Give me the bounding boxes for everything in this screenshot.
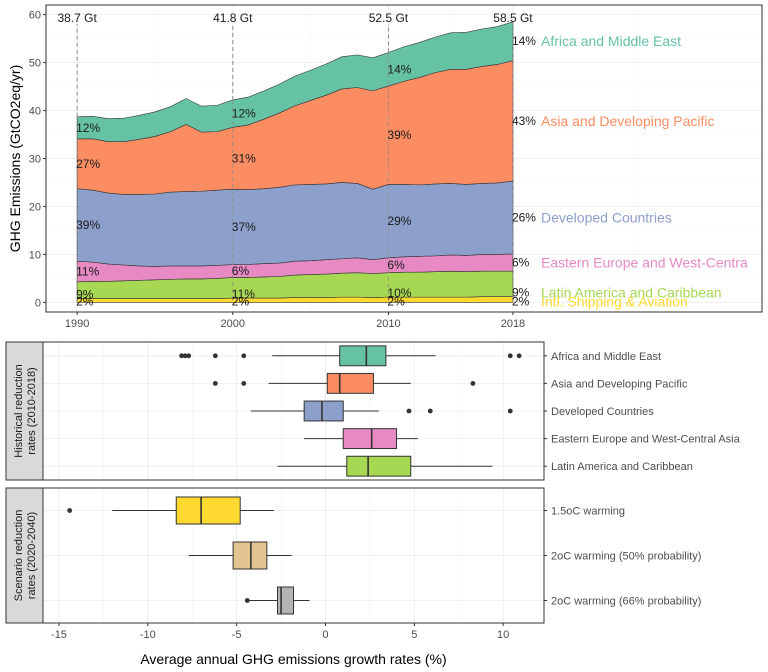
box — [339, 345, 387, 367]
x-tick-label: 2018 — [501, 318, 525, 330]
group-label: Latin America and Caribbean — [551, 461, 693, 473]
total-label: 52.5 Gt — [369, 11, 409, 25]
strip-label-line2: rates (2020-2040) — [26, 512, 38, 599]
x-tick-label: -5 — [232, 629, 242, 641]
share-label: 31% — [232, 151, 256, 165]
strip-background — [5, 341, 44, 481]
box — [175, 496, 241, 525]
share-label: 27% — [76, 157, 100, 171]
outlier-point — [516, 353, 522, 359]
share-label: 26% — [512, 211, 536, 225]
strip-label-line2: rates (2010-2018) — [26, 367, 38, 454]
box-panel-0: Historical reduction rates (2010-2018) Afr… — [5, 341, 741, 481]
x-tick-label: 2010 — [376, 318, 400, 330]
region-label: Developed Countries — [541, 210, 672, 226]
outlier-point — [470, 381, 476, 386]
total-label: 41.8 Gt — [213, 11, 253, 25]
share-label: 2% — [387, 294, 405, 308]
box — [303, 400, 344, 422]
area-chart: 38.7 Gt 41.8 Gt 52.5 Gt 58.5 Gt2%9%11%39%27… — [7, 4, 763, 330]
outlier-point — [182, 353, 188, 359]
box — [326, 372, 374, 394]
group-label: 2oC warming (66% probability) — [551, 596, 701, 608]
x-tick-label: -15 — [51, 629, 67, 641]
x-tick-label: 0 — [322, 629, 328, 641]
total-label: 38.7 Gt — [57, 11, 97, 25]
group-label: 2oC warming (50% probability) — [551, 551, 701, 563]
region-label: Eastern Europe and West-Centra — [541, 255, 748, 271]
group-label: Developed Countries — [551, 406, 654, 418]
share-label: 12% — [232, 107, 256, 121]
region-label: Latin America and Caribbean — [541, 284, 722, 300]
outlier-point — [241, 353, 247, 359]
group-label: Eastern Europe and West-Central Asia — [551, 434, 741, 446]
box — [342, 428, 398, 450]
share-label: 39% — [387, 128, 411, 142]
x-tick-label: 10 — [497, 629, 509, 641]
outlier-point — [507, 408, 513, 414]
group-label: Asia and Developing Pacific — [551, 378, 688, 390]
strip-label-line1: Historical reduction — [13, 364, 25, 458]
box — [346, 455, 412, 477]
y-tick-label: 30 — [29, 154, 41, 166]
total-label: 58.5 Gt — [493, 11, 533, 25]
share-label: 12% — [76, 121, 100, 135]
share-label: 6% — [232, 264, 250, 278]
region-label: Intl. Shipping & Aviation — [541, 293, 688, 309]
outlier-point — [179, 353, 184, 359]
share-label: 11% — [232, 287, 255, 301]
share-label: 39% — [76, 218, 100, 232]
box-panel-border — [42, 341, 545, 481]
share-label: 14% — [512, 34, 536, 48]
y-tick-label: 0 — [35, 297, 41, 309]
y-tick-label: 60 — [29, 10, 41, 22]
strip-background — [5, 487, 44, 624]
share-label: 9% — [76, 287, 94, 301]
share-label: 11% — [76, 264, 99, 278]
share-label: 43% — [512, 114, 536, 128]
y-axis-title: GHG Emissions (GtCO2eq/yr) — [7, 65, 23, 252]
y-tick-label: 40 — [29, 106, 41, 118]
share-label: 2% — [232, 294, 250, 308]
share-label: 2% — [76, 294, 94, 308]
strip-label-line1: Scenario reduction — [13, 510, 25, 602]
outlier-point — [186, 353, 192, 359]
share-label: 10% — [387, 286, 411, 300]
region-label: Asia and Developing Pacific — [541, 113, 715, 129]
share-label: 2% — [512, 294, 530, 308]
x-tick-label: 5 — [411, 629, 417, 641]
outlier-point — [212, 381, 218, 386]
group-label: Africa and Middle East — [551, 351, 661, 363]
outlier-point — [406, 408, 412, 414]
outlier-point — [241, 381, 247, 386]
share-label: 29% — [387, 214, 411, 228]
y-tick-label: 20 — [29, 201, 41, 213]
share-label: 9% — [512, 285, 530, 299]
y-tick-label: 50 — [29, 58, 41, 70]
share-label: 37% — [232, 220, 256, 234]
x-tick-label: -10 — [140, 629, 156, 641]
outlier-point — [507, 353, 513, 359]
box-panel-border — [42, 487, 545, 624]
share-label: 6% — [512, 256, 530, 270]
x-axis-title: Average annual GHG emissions growth rate… — [140, 651, 446, 667]
y-tick-label: 10 — [29, 249, 41, 261]
outlier-point — [212, 353, 218, 359]
box — [232, 541, 268, 570]
share-label: 6% — [387, 258, 405, 272]
x-tick-label: 1990 — [65, 318, 89, 330]
x-tick-label: 2000 — [221, 318, 245, 330]
outlier-point — [244, 598, 250, 603]
box — [277, 586, 295, 615]
share-label: 14% — [387, 62, 411, 76]
outlier-point — [427, 408, 433, 414]
boxplot-chart: Historical reduction rates (2010-2018) Afr… — [5, 341, 741, 667]
box-panel-1: Scenario reduction rates (2020-2040) 1.5oC… — [5, 487, 701, 624]
outlier-point — [67, 508, 73, 513]
region-label: Africa and Middle East — [541, 33, 681, 49]
group-label: 1.5oC warming — [551, 506, 625, 518]
